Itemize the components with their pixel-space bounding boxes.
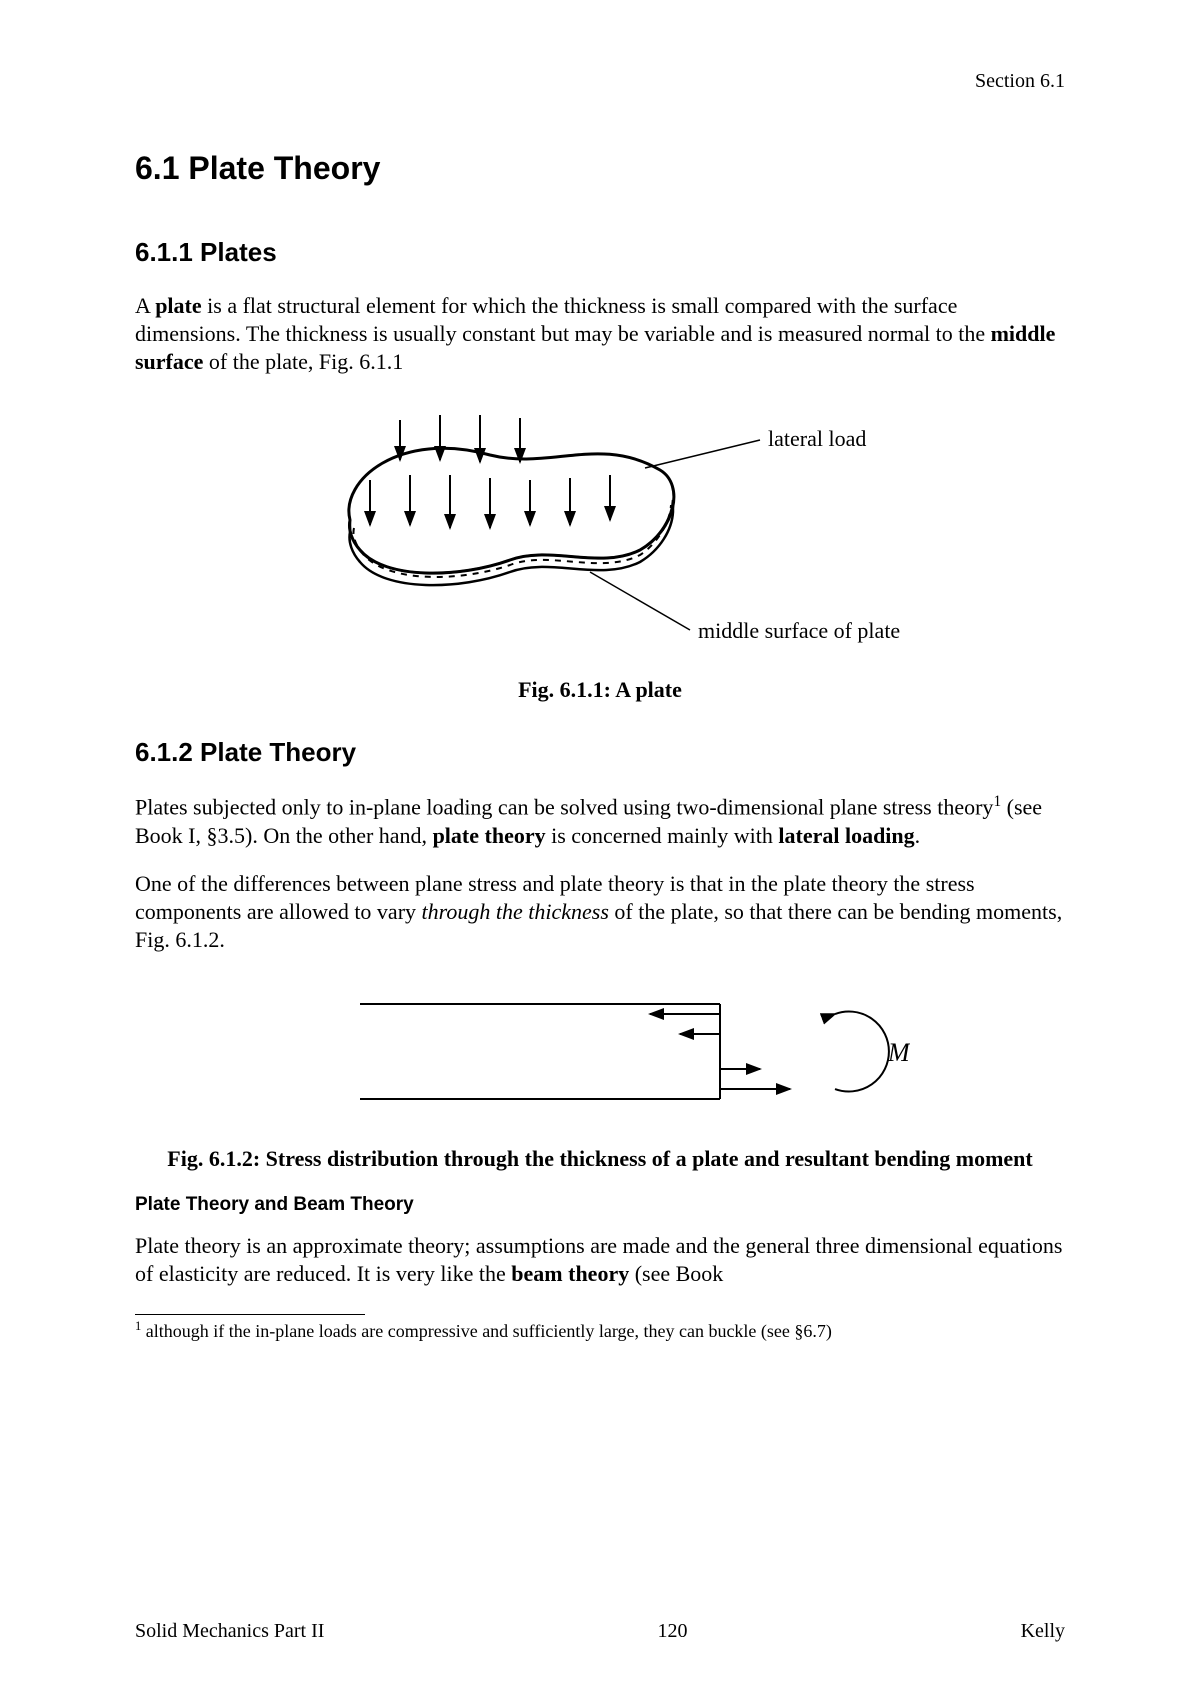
term-through-thickness: through the thickness (422, 899, 609, 924)
figure-6-1-2-svg: M (290, 979, 910, 1129)
leader-lateral-load (645, 440, 760, 468)
text: Plates subjected only to in-plane loadin… (135, 795, 993, 820)
plate-middle-surface-dashed (353, 505, 671, 577)
term-beam-theory: beam theory (511, 1261, 629, 1286)
text: is concerned mainly with (546, 823, 779, 848)
figure-6-1-1-svg: lateral load middle surface of plate (290, 400, 910, 660)
subsection-6-1-2: 6.1.2 Plate Theory (135, 737, 1065, 768)
subsection-6-1-1: 6.1.1 Plates (135, 237, 1065, 268)
paragraph-difference: One of the differences between plane str… (135, 870, 1065, 954)
term-lateral-loading: lateral loading (778, 823, 914, 848)
page-footer: Solid Mechanics Part II 120 Kelly (135, 1620, 1065, 1643)
term-plate: plate (155, 293, 201, 318)
text: (see Book (629, 1261, 723, 1286)
figure-6-1-2-caption: Fig. 6.1.2: Stress distribution through … (135, 1146, 1065, 1172)
leader-middle-surface (590, 572, 690, 630)
figure-6-1-2: M (135, 979, 1065, 1134)
header-section-label: Section 6.1 (975, 70, 1065, 93)
figure-6-1-1-caption: Fig. 6.1.1: A plate (135, 677, 1065, 703)
footnote-text: although if the in-plane loads are compr… (141, 1321, 832, 1341)
footer-right: Kelly (1021, 1620, 1065, 1643)
text: of the plate, Fig. 6.1.1 (203, 349, 403, 374)
subsubsection-plate-beam: Plate Theory and Beam Theory (135, 1194, 1065, 1216)
footnote-1: 1 although if the in-plane loads are com… (135, 1319, 1065, 1343)
moment-arc (835, 1011, 889, 1091)
section-title: 6.1 Plate Theory (135, 150, 1065, 187)
plate-side-outline (349, 500, 673, 585)
label-middle-surface: middle surface of plate (698, 618, 900, 643)
footnote-separator (135, 1314, 365, 1315)
paragraph-plates-definition: A plate is a flat structural element for… (135, 292, 1065, 376)
moment-label: M (887, 1038, 910, 1067)
page: Section 6.1 6.1 Plate Theory 6.1.1 Plate… (0, 0, 1200, 1698)
figure-6-1-1: lateral load middle surface of plate (135, 400, 1065, 665)
paragraph-plate-theory-intro: Plates subjected only to in-plane loadin… (135, 792, 1065, 850)
text: is a flat structural element for which t… (135, 293, 991, 346)
paragraph-approx-theory: Plate theory is an approximate theory; a… (135, 1232, 1065, 1288)
footer-page-number: 120 (657, 1620, 687, 1643)
text: . (915, 823, 921, 848)
text: A (135, 293, 155, 318)
footer-left: Solid Mechanics Part II (135, 1620, 324, 1643)
term-plate-theory: plate theory (433, 823, 546, 848)
footnote-ref-1: 1 (993, 793, 1001, 810)
lateral-load-arrows (370, 415, 610, 528)
label-lateral-load: lateral load (768, 426, 866, 451)
